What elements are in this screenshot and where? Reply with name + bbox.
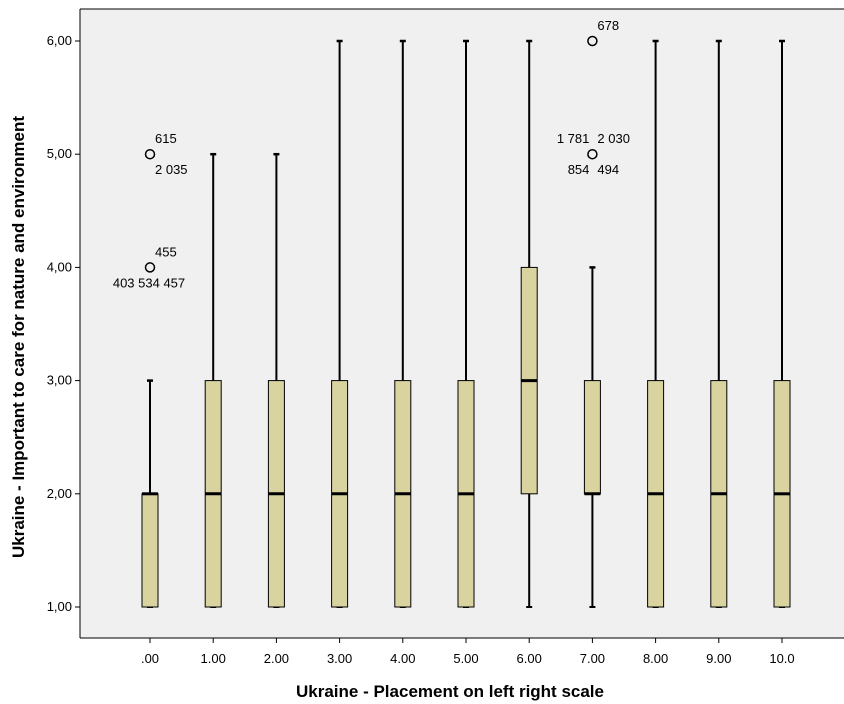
x-tick-label: 3.00 — [327, 651, 352, 666]
x-tick-label: 6.00 — [517, 651, 542, 666]
box-iqr — [142, 494, 158, 607]
x-tick-label: .00 — [141, 651, 159, 666]
y-tick-label: 3,00 — [47, 373, 72, 388]
x-tick-label: 2.00 — [264, 651, 289, 666]
outlier-label: 455 — [155, 244, 177, 259]
y-tick-label: 4,00 — [47, 259, 72, 274]
x-tick-label: 8.00 — [643, 651, 668, 666]
box-iqr — [584, 381, 600, 494]
outlier-label: 854 — [568, 162, 590, 177]
x-axis-title: Ukraine - Placement on left right scale — [296, 682, 604, 701]
x-tick-label: 4.00 — [390, 651, 415, 666]
y-axis-title: Ukraine - Important to care for nature a… — [9, 116, 28, 558]
outlier-label: 1 781 — [557, 131, 590, 146]
x-tick-label: 7.00 — [580, 651, 605, 666]
y-axis: 1,00 2,00 3,00 4,00 5,00 6,00 — [47, 33, 80, 614]
y-tick-label: 6,00 — [47, 33, 72, 48]
outlier-label: 403 534 457 — [113, 275, 185, 290]
y-tick-label: 1,00 — [47, 599, 72, 614]
outlier-label: 2 030 — [597, 131, 630, 146]
x-tick-label: 9.00 — [706, 651, 731, 666]
outlier-label: 678 — [597, 18, 619, 33]
x-tick-label: 5.00 — [453, 651, 478, 666]
x-axis: .00 1.00 2.00 3.00 4.00 5.00 6.00 7.00 8.00 9.00 1… — [141, 638, 795, 666]
x-tick-label: 1.00 — [201, 651, 226, 666]
y-tick-label: 5,00 — [47, 146, 72, 161]
outlier-label: 494 — [597, 162, 619, 177]
x-tick-label: 10.0 — [769, 651, 794, 666]
y-tick-label: 2,00 — [47, 486, 72, 501]
outlier-label: 2 035 — [155, 162, 188, 177]
outlier-label: 615 — [155, 131, 177, 146]
